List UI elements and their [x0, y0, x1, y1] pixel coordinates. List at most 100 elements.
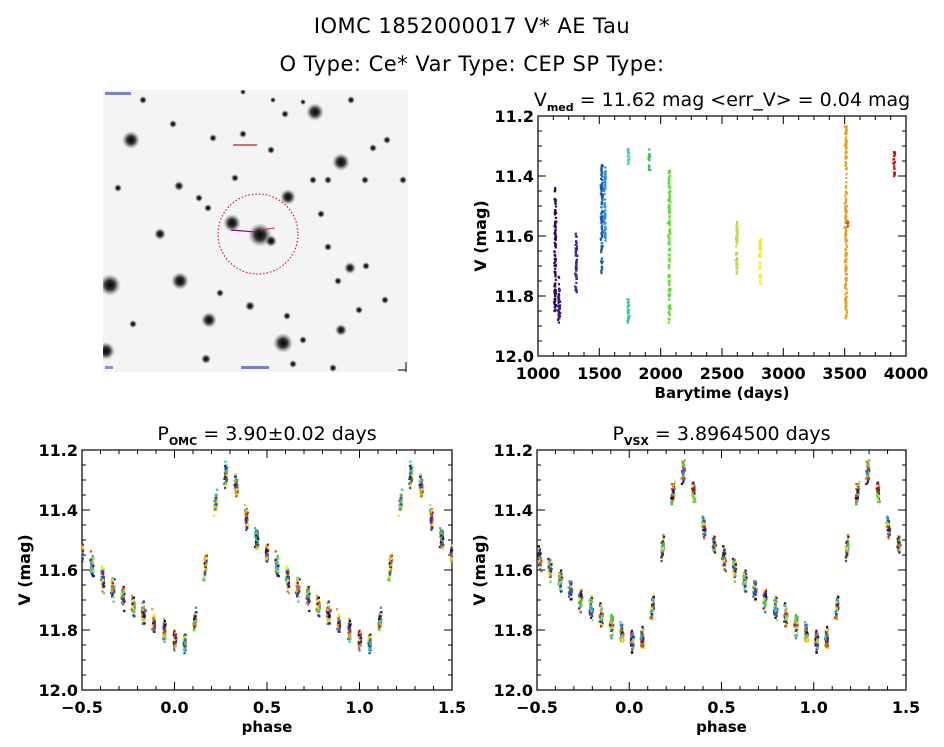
data-point [557, 321, 561, 324]
object-title: IOMC 1852000017 V* AE Tau [313, 14, 631, 38]
x-tick-label: 1500 [577, 364, 622, 383]
data-point [836, 598, 839, 601]
star [332, 153, 350, 171]
star [240, 90, 246, 95]
data-point [577, 601, 580, 605]
data-point [256, 548, 259, 551]
data-point [796, 617, 799, 620]
data-point [214, 503, 218, 506]
data-point [669, 232, 672, 235]
data-point [682, 463, 685, 466]
data-point [640, 634, 643, 637]
data-point [604, 182, 607, 185]
data-point [205, 561, 208, 564]
data-point [758, 241, 762, 245]
data-point [317, 596, 320, 599]
data-point [570, 591, 573, 594]
data-point [885, 521, 889, 524]
data-point [641, 628, 644, 632]
data-point [295, 594, 299, 597]
data-point [630, 637, 633, 641]
data-point [845, 167, 848, 171]
data-point [668, 216, 671, 219]
data-point [754, 598, 757, 601]
data-point [642, 637, 645, 640]
data-point [369, 638, 372, 641]
data-point [723, 559, 727, 562]
data-point [419, 480, 423, 484]
data-point [265, 546, 268, 549]
data-point [359, 637, 362, 640]
data-point [682, 466, 685, 469]
data-point [203, 562, 206, 565]
data-point [358, 638, 361, 642]
data-point [554, 246, 557, 249]
data-point [692, 500, 695, 504]
data-point [390, 552, 394, 555]
data-point [735, 261, 738, 264]
data-point [816, 646, 819, 649]
data-point [744, 590, 747, 593]
data-point [111, 576, 114, 580]
data-point [651, 598, 655, 601]
data-point [569, 593, 573, 596]
data-point [758, 276, 761, 279]
star [324, 243, 332, 251]
star [273, 333, 293, 353]
data-point [844, 194, 847, 197]
data-point [558, 288, 561, 291]
data-point [846, 538, 850, 541]
data-point [845, 541, 848, 544]
plot-frame [81, 449, 453, 691]
data-point [202, 578, 205, 581]
data-point [844, 270, 847, 273]
data-point [844, 197, 848, 200]
data-point [153, 622, 156, 626]
data-point [692, 497, 695, 500]
data-point [266, 560, 269, 563]
data-point [399, 507, 402, 511]
data-point [574, 285, 577, 288]
data-point [667, 179, 670, 182]
data-point [203, 558, 206, 562]
data-point [736, 237, 739, 240]
data-point [600, 206, 603, 209]
data-point [759, 280, 762, 283]
data-point [631, 632, 635, 636]
data-point [856, 490, 860, 494]
data-point [661, 550, 664, 553]
data-point [377, 624, 380, 627]
data-point [757, 254, 760, 257]
data-point [845, 143, 848, 146]
data-point [845, 243, 848, 246]
data-point [785, 615, 788, 618]
data-point [599, 625, 603, 628]
data-point [600, 224, 604, 227]
data-point [742, 582, 745, 585]
data-point [421, 485, 424, 488]
data-point [631, 639, 634, 642]
data-point [600, 238, 603, 241]
data-point [296, 583, 299, 587]
data-point [141, 622, 144, 626]
data-point [326, 622, 329, 626]
data-point [298, 578, 301, 581]
data-point [337, 617, 340, 620]
data-point [845, 252, 848, 255]
data-point [183, 635, 186, 638]
data-point [626, 321, 629, 324]
data-point [557, 292, 560, 296]
data-point [591, 600, 594, 603]
data-point [224, 460, 227, 463]
data-point [388, 570, 392, 573]
data-point [111, 586, 114, 590]
data-point [668, 223, 671, 227]
data-point [662, 537, 665, 540]
data-point [122, 587, 125, 590]
data-point [575, 289, 578, 292]
data-point [574, 250, 578, 253]
data-point [113, 578, 116, 581]
data-point [724, 559, 728, 562]
data-point [111, 578, 114, 581]
data-point [600, 169, 603, 172]
